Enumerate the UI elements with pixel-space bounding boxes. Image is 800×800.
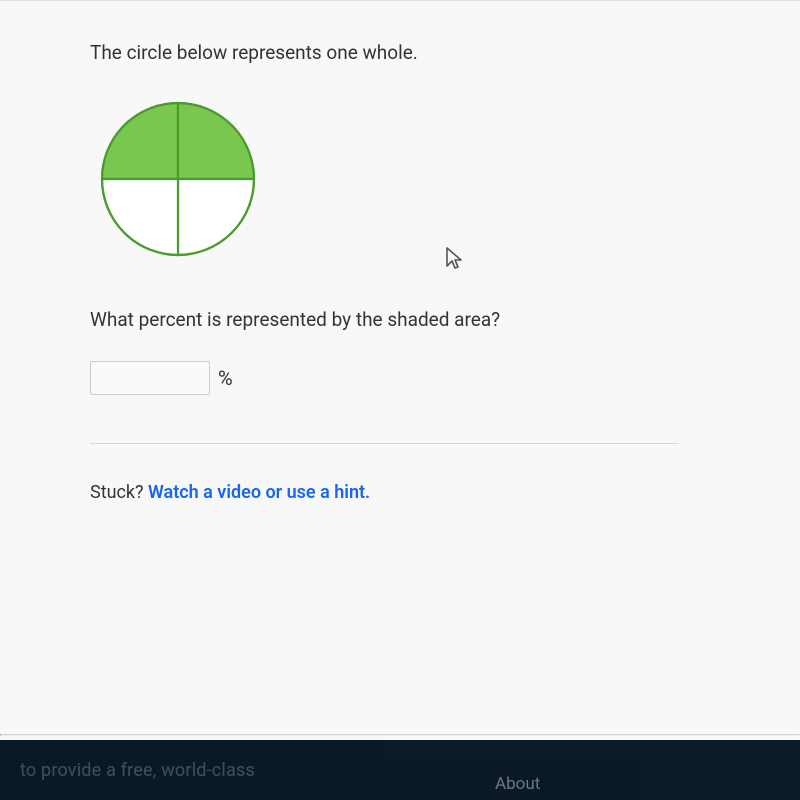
- content-area: The circle below represents one whole. W…: [90, 41, 710, 503]
- help-link[interactable]: Watch a video or use a hint.: [148, 482, 370, 503]
- answer-input[interactable]: [90, 361, 210, 395]
- unit-label: %: [218, 366, 233, 390]
- question-text: What percent is represented by the shade…: [90, 308, 710, 331]
- footer-mission-text: to provide a free, world-class: [20, 760, 255, 781]
- fraction-circle: [98, 99, 710, 263]
- prompt-text: The circle below represents one whole.: [90, 41, 710, 64]
- stuck-label: Stuck?: [90, 482, 148, 503]
- exercise-panel: The circle below represents one whole. W…: [0, 0, 800, 740]
- footer-about-link[interactable]: About: [495, 774, 540, 794]
- divider: [90, 443, 679, 444]
- answer-row: %: [90, 361, 710, 395]
- help-row: Stuck? Watch a video or use a hint.: [90, 482, 710, 503]
- page-bottom-divider: [0, 734, 800, 736]
- footer-bar: to provide a free, world-class About: [0, 740, 800, 800]
